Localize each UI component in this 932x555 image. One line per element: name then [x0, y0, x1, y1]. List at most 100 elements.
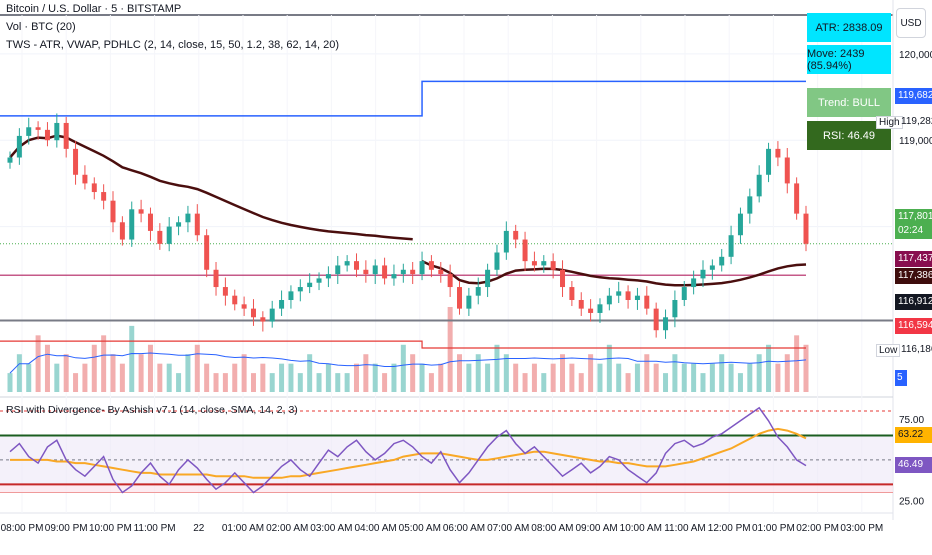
- volume-bar: [663, 373, 669, 392]
- price-axis-tick-label: 119,000: [899, 136, 932, 147]
- current-price-tag: 117,801 02:24: [895, 209, 932, 239]
- candle-body: [325, 274, 331, 279]
- candle-countdown: 02:24: [898, 225, 924, 236]
- candle-body: [307, 282, 313, 288]
- red-level-line: [0, 340, 806, 349]
- candle-body: [747, 196, 753, 214]
- volume-bar: [775, 363, 781, 392]
- candle-body: [681, 287, 687, 300]
- candle-body: [166, 226, 172, 244]
- candle-body: [531, 261, 537, 266]
- currency-button[interactable]: USD: [896, 8, 926, 38]
- candle-body: [101, 192, 107, 201]
- candle-body: [588, 308, 594, 313]
- volume-bar: [410, 354, 416, 392]
- rsi-indicator-legend[interactable]: RSI with Divergence- By Ashish v7.1 (14,…: [6, 404, 298, 416]
- volume-bar: [269, 373, 275, 392]
- volume-bar: [101, 335, 107, 392]
- volume-bar: [204, 363, 210, 392]
- candle-body: [382, 265, 388, 279]
- candle-body: [569, 287, 575, 300]
- time-axis-label: 10:00 PM: [89, 523, 132, 534]
- volume-bar: [457, 354, 463, 392]
- candle-body: [335, 265, 341, 275]
- trend-box: Trend: BULL: [807, 88, 891, 117]
- volume-bar: [784, 354, 790, 392]
- volume-bar: [110, 354, 116, 392]
- volume-bar: [138, 354, 144, 392]
- candle-body: [625, 291, 631, 300]
- volume-bar: [737, 373, 743, 392]
- time-axis-label: 11:00 PM: [134, 523, 176, 534]
- symbol-title[interactable]: Bitcoin / U.S. Dollar · 5 · BITSTAMP: [6, 3, 182, 15]
- time-axis-label: 06:00 AM: [443, 523, 485, 534]
- volume-bar: [166, 363, 172, 392]
- candle-body: [719, 256, 725, 266]
- candle-body: [653, 308, 659, 331]
- candle-body: [157, 230, 163, 244]
- candle-body: [288, 291, 294, 300]
- volume-bar: [213, 373, 219, 392]
- volume-bar: [222, 373, 228, 392]
- candle-body: [578, 300, 584, 309]
- volume-bar: [82, 363, 88, 392]
- rsi-line: [9, 406, 807, 494]
- low-label: Low: [876, 344, 901, 357]
- candle-body: [110, 200, 116, 223]
- rsi-axis-tick-label: 75.00: [899, 415, 924, 426]
- candle-body: [541, 261, 547, 266]
- volume-bar: [241, 354, 247, 392]
- candle-body: [700, 269, 706, 279]
- tws-indicator-legend[interactable]: TWS - ATR, VWAP, PDHLC (2, 14, close, 15…: [6, 39, 339, 51]
- volume-bar: [578, 373, 584, 392]
- candle-body: [391, 274, 397, 279]
- volume-bar: [485, 363, 491, 392]
- time-axis-label: 08:00 PM: [1, 523, 44, 534]
- prev-close-tag: 116,912: [895, 294, 932, 310]
- candle-body: [775, 148, 781, 158]
- volume-bar: [447, 307, 453, 392]
- volume-bar: [653, 363, 659, 392]
- volume-bar: [569, 363, 575, 392]
- candle-body: [428, 261, 434, 270]
- volume-bar: [119, 363, 125, 392]
- candle-body: [522, 239, 528, 262]
- candle-body: [213, 269, 219, 288]
- volume-bar: [438, 363, 444, 392]
- blue-line-price-tag: 119,682: [895, 88, 932, 104]
- candle-body: [485, 269, 491, 288]
- vwap-upper-tag: 117,437: [895, 251, 932, 267]
- candle-body: [129, 209, 135, 240]
- volume-bar: [26, 363, 32, 392]
- candle-body: [766, 148, 772, 175]
- volume-bar: [541, 373, 547, 392]
- candle-body: [663, 317, 669, 331]
- volume-bar: [634, 363, 640, 392]
- price-candles: [7, 113, 809, 339]
- candle-body: [634, 295, 640, 300]
- high-label: High: [876, 116, 903, 129]
- candle-body: [363, 269, 369, 275]
- rsi-axis-tick-label: 25.00: [899, 497, 924, 508]
- high-price-tag: 119,282: [901, 116, 932, 127]
- volume-bar: [644, 354, 650, 392]
- volume-bar: [279, 363, 285, 392]
- volume-bar: [597, 363, 603, 392]
- candle-body: [279, 300, 285, 309]
- volume-bar: [316, 373, 322, 392]
- candle-body: [176, 222, 182, 227]
- volume-bar: [185, 354, 191, 392]
- volume-bars: [7, 307, 809, 392]
- candle-body: [185, 213, 191, 223]
- candle-body: [644, 295, 650, 309]
- time-axis-label: 05:00 AM: [399, 523, 441, 534]
- volume-bar: [63, 354, 69, 392]
- volume-bar: [756, 354, 762, 392]
- volume-bar: [307, 354, 313, 392]
- volume-bar: [391, 363, 397, 392]
- volume-legend[interactable]: Vol · BTC (20): [6, 21, 76, 33]
- volume-bar: [522, 373, 528, 392]
- candle-body: [73, 148, 79, 175]
